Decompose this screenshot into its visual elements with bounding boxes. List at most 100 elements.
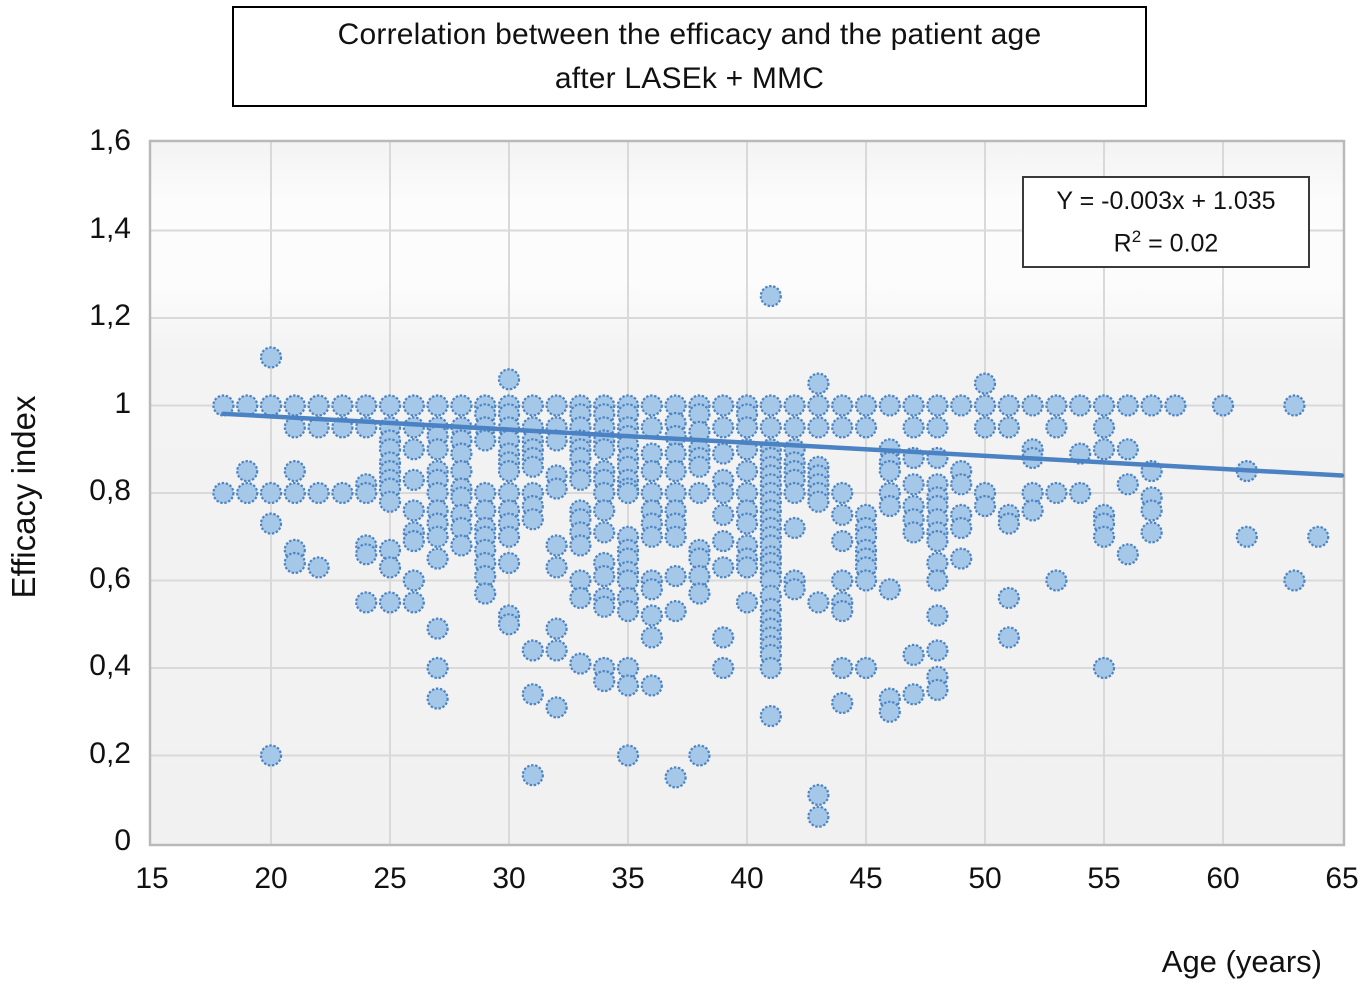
scatter-point bbox=[735, 591, 759, 614]
scatter-point bbox=[807, 416, 830, 439]
scatter-point bbox=[902, 683, 925, 706]
scatter-point bbox=[426, 525, 449, 548]
scatter-point bbox=[973, 372, 997, 395]
x-tick-label: 50 bbox=[968, 862, 1002, 895]
scatter-point bbox=[997, 626, 1020, 649]
chart-title-box: Correlation between the efficacy and the… bbox=[232, 6, 1147, 107]
scatter-point bbox=[355, 591, 378, 614]
scatter-point bbox=[902, 394, 925, 417]
scatter-point bbox=[640, 674, 663, 697]
scatter-point bbox=[616, 656, 640, 680]
scatter-point bbox=[1069, 394, 1092, 417]
scatter-point bbox=[1021, 481, 1044, 505]
scatter-point bbox=[569, 569, 592, 592]
scatter-point bbox=[854, 416, 878, 439]
scatter-point bbox=[402, 394, 425, 417]
scatter-point bbox=[878, 495, 901, 518]
scatter-point bbox=[426, 617, 449, 640]
scatter-point bbox=[735, 481, 759, 505]
scatter-point bbox=[402, 591, 425, 614]
scatter-point bbox=[569, 586, 592, 610]
y-tick-label: 1,6 bbox=[89, 124, 131, 157]
scatter-point bbox=[355, 394, 378, 417]
scatter-point bbox=[426, 687, 449, 710]
x-tick-label: 20 bbox=[254, 862, 288, 895]
scatter-point bbox=[664, 525, 687, 548]
scatter-point bbox=[712, 626, 735, 649]
scatter-point bbox=[973, 495, 997, 518]
scatter-point bbox=[450, 486, 473, 509]
scatter-point bbox=[950, 516, 973, 540]
scatter-point bbox=[1164, 394, 1187, 417]
scatter-point bbox=[259, 346, 283, 369]
y-axis-title: Efficacy index bbox=[5, 395, 42, 599]
scatter-point bbox=[545, 477, 568, 500]
scatter-point bbox=[950, 394, 973, 417]
scatter-point bbox=[973, 416, 997, 439]
x-tick-label: 15 bbox=[135, 862, 169, 895]
scatter-point bbox=[664, 481, 687, 505]
scatter-point bbox=[997, 586, 1020, 610]
scatter-point bbox=[378, 538, 402, 562]
scatter-point bbox=[616, 744, 640, 767]
scatter-point bbox=[593, 521, 616, 544]
scatter-point bbox=[831, 481, 854, 505]
scatter-point bbox=[759, 285, 782, 308]
scatter-point bbox=[616, 481, 640, 505]
scatter-point bbox=[688, 564, 711, 588]
y-tick-label: 1,4 bbox=[89, 211, 131, 245]
scatter-point bbox=[1140, 394, 1163, 417]
scatter-point bbox=[831, 599, 854, 623]
scatter-point bbox=[474, 429, 497, 452]
scatter-point bbox=[807, 591, 830, 614]
scatter-point bbox=[497, 613, 521, 636]
scatter-point bbox=[735, 556, 759, 579]
scatter-point bbox=[973, 394, 997, 417]
scatter-point bbox=[759, 656, 782, 680]
scatter-point bbox=[640, 394, 663, 417]
scatter-point bbox=[497, 368, 521, 391]
scatter-point bbox=[926, 569, 949, 592]
scatter-point bbox=[545, 394, 568, 417]
scatter-point bbox=[283, 460, 306, 483]
scatter-point bbox=[1092, 438, 1116, 461]
x-tick-label: 40 bbox=[730, 862, 764, 895]
scatter-point bbox=[283, 394, 306, 417]
y-tick-label: 0 bbox=[114, 824, 131, 857]
scatter-point bbox=[688, 420, 711, 443]
scatter-point bbox=[1116, 438, 1139, 461]
scatter-point bbox=[950, 547, 973, 570]
scatter-point bbox=[259, 744, 283, 767]
scatter-point bbox=[497, 460, 521, 483]
scatter-point bbox=[402, 499, 425, 522]
scatter-point bbox=[593, 595, 616, 618]
scatter-point bbox=[878, 578, 901, 601]
scatter-point bbox=[878, 394, 901, 417]
scatter-point bbox=[616, 674, 640, 697]
scatter-point bbox=[521, 508, 544, 531]
scatter-point bbox=[402, 468, 425, 491]
scatter-point bbox=[688, 455, 711, 478]
scatter-point bbox=[640, 525, 663, 548]
scatter-point bbox=[712, 416, 735, 439]
scatter-point bbox=[1116, 473, 1139, 496]
scatter-point bbox=[807, 394, 830, 417]
y-tick-label: 1,2 bbox=[89, 299, 131, 332]
scatter-point bbox=[545, 696, 568, 719]
scatter-point bbox=[926, 551, 949, 575]
x-tick-label: 30 bbox=[492, 862, 526, 895]
scatter-point bbox=[497, 481, 521, 505]
scatter-point bbox=[1092, 394, 1116, 417]
scatter-point bbox=[640, 481, 663, 505]
scatter-point bbox=[616, 569, 640, 592]
scatter-point bbox=[1092, 416, 1116, 439]
scatter-point bbox=[1283, 569, 1306, 592]
scatter-point bbox=[831, 529, 854, 553]
x-axis-title: Age (years) bbox=[1161, 944, 1322, 979]
scatter-point bbox=[712, 656, 735, 680]
scatter-point bbox=[664, 394, 687, 417]
scatter-point bbox=[283, 551, 306, 575]
scatter-point bbox=[402, 529, 425, 553]
scatter-point bbox=[1211, 394, 1235, 417]
scatter-point bbox=[307, 481, 330, 505]
